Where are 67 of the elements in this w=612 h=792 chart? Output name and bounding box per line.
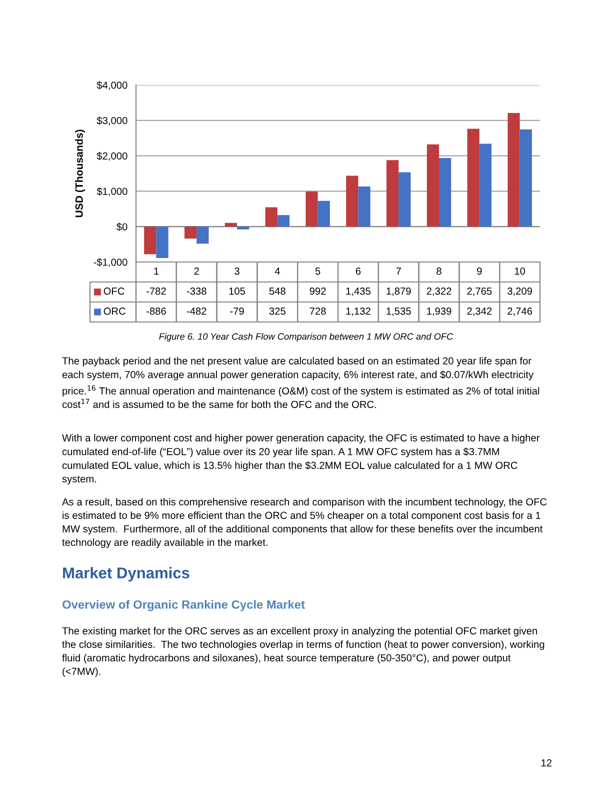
y-tick-label: $4,000 bbox=[96, 81, 128, 90]
legend-label: OFC bbox=[104, 288, 124, 295]
text: As a result, based on this comprehensive research and comparison with the incumbent technology, the OFC is estimated to be 9% more efficient than the ORC and 5% cheaper on a total component cost basis for a 1 MW system. Furthermore, all of the additional components that allow for these benefits over the incumbent technology are readily available in the market. bbox=[62, 498, 547, 548]
x-tick-label: 2 bbox=[194, 268, 199, 275]
data-label: -782 bbox=[146, 288, 166, 295]
x-tick-label: 4 bbox=[274, 268, 280, 275]
x-tick-label: 8 bbox=[436, 268, 442, 275]
bar bbox=[237, 226, 250, 230]
data-label: -482 bbox=[186, 308, 206, 315]
data-label: -886 bbox=[146, 308, 166, 315]
data-label: 2,342 bbox=[467, 308, 492, 316]
y-tick-label: $2,000 bbox=[96, 152, 128, 161]
x-tick-label: 10 bbox=[514, 268, 526, 275]
caption: Figure 6. 10 Year Cash Flow Comparison between 1 MW ORC and OFC bbox=[159, 333, 454, 342]
bar bbox=[196, 226, 209, 244]
data-label: 728 bbox=[310, 308, 326, 315]
bar bbox=[508, 113, 520, 227]
text: 12 bbox=[541, 759, 552, 766]
data-label: 548 bbox=[269, 288, 286, 295]
bar bbox=[265, 207, 278, 227]
bar bbox=[318, 200, 330, 227]
data-label: 3,209 bbox=[508, 288, 532, 296]
data-label: 2,765 bbox=[467, 288, 492, 296]
text: With a lower component cost and higher power generation capacity, the OFC is estimated to have a higher cumulated end-of-life (“EOL”) value over its 20 year life span. A 1 MW OFC system has a $3.7MM cumulated EOL value, which is 13.5% higher than the $3.2MM EOL value calculated for a 1 MW ORC system. bbox=[62, 434, 540, 484]
data-label: -79 bbox=[230, 308, 244, 315]
y-axis-title: USD (Thousands) bbox=[75, 130, 85, 218]
y-tick-label: $3,000 bbox=[96, 116, 128, 126]
data-label: 2,322 bbox=[426, 288, 452, 296]
y-tick-label: $1,000 bbox=[96, 187, 128, 196]
y-tick-label: -$1,000 bbox=[94, 258, 128, 267]
bar bbox=[467, 128, 480, 227]
text: Market Dynamics bbox=[63, 567, 190, 582]
text: The existing market for the ORC serves as an excellent proxy in analyzing the potential OFC market given the close similarities. The two technologies overlap in terms of function (heat to power conversion), working fluid (aromatic hydrocarbons and siloxanes), heat source temperature (50-350°C), and power output (<7MW). bbox=[62, 627, 544, 677]
data-label: -338 bbox=[186, 288, 206, 295]
x-tick-label: 9 bbox=[477, 268, 482, 275]
data-label: 2,746 bbox=[508, 308, 532, 316]
x-tick-label: 3 bbox=[234, 268, 240, 275]
x-tick-label: 5 bbox=[315, 268, 320, 275]
bar bbox=[520, 129, 532, 227]
bar bbox=[398, 172, 411, 227]
data-label: 1,879 bbox=[386, 288, 411, 296]
bar bbox=[479, 144, 492, 227]
data-label: 105 bbox=[229, 288, 246, 295]
y-tick-label: $0 bbox=[116, 222, 128, 231]
bar bbox=[426, 144, 439, 227]
data-label: 1,132 bbox=[346, 308, 370, 316]
legend-label: ORC bbox=[104, 308, 126, 315]
bar bbox=[184, 226, 197, 239]
data-label: 992 bbox=[310, 288, 326, 295]
bar bbox=[224, 222, 237, 227]
bar bbox=[358, 186, 370, 227]
data-label: 1,435 bbox=[346, 288, 370, 296]
bar bbox=[439, 158, 452, 227]
bar bbox=[144, 226, 156, 254]
text: Overview of Organic Rankine Cycle Market bbox=[62, 600, 305, 612]
x-tick-label: 1 bbox=[154, 268, 159, 275]
x-tick-label: 6 bbox=[356, 268, 361, 275]
data-label: 325 bbox=[269, 308, 286, 315]
data-label: 1,939 bbox=[427, 308, 452, 316]
bar bbox=[277, 215, 290, 227]
bar bbox=[386, 160, 399, 227]
bar bbox=[156, 226, 168, 258]
data-label: 1,535 bbox=[386, 308, 411, 316]
text: The payback period and the net present value are calculated based on an estimated 20 year life span for each system, 70% average annual power generation capacity, 6% interest rate, and $0.07/kWh electricity price.$^{16}$ The annual operation and maintenance (O&M) cost of the system is estimated as 2% of total initial cost$^{17}$ and is assumed to be the same for both the OFC and the ORC. bbox=[62, 357, 540, 408]
bar bbox=[346, 176, 358, 227]
bar bbox=[306, 191, 318, 227]
x-tick-label: 7 bbox=[396, 268, 401, 275]
